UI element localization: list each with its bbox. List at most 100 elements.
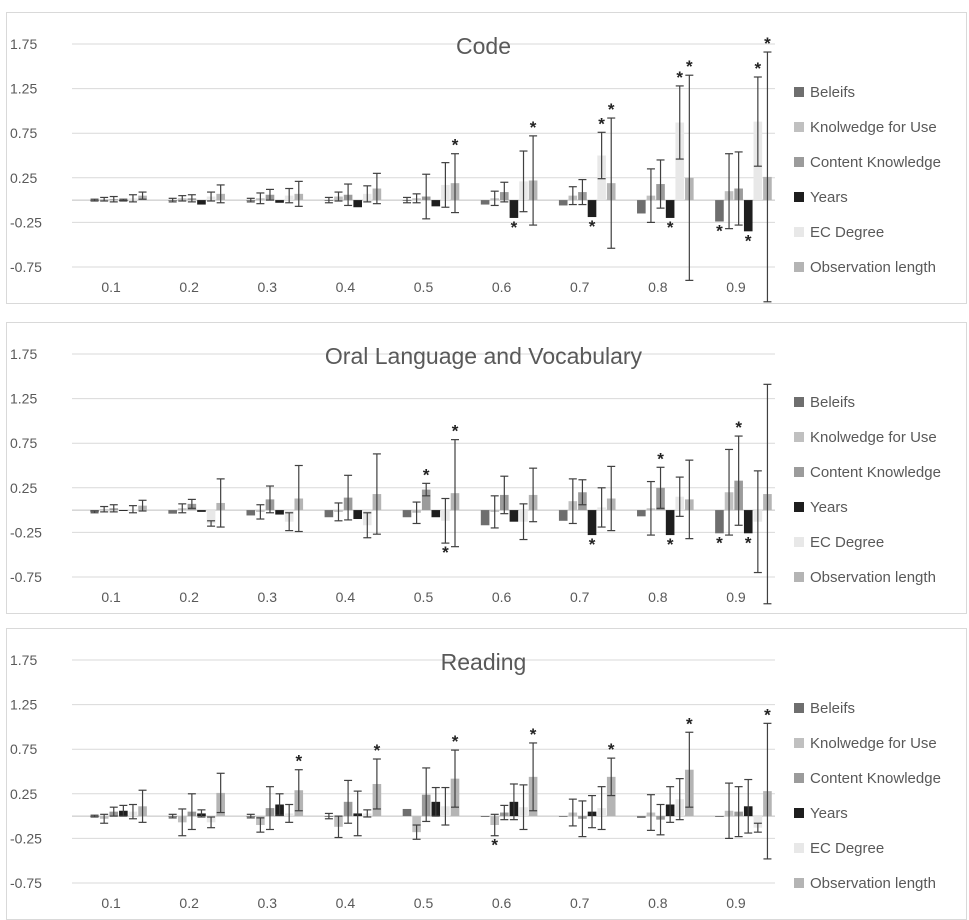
- legend: Beleifs Knolwedge for Use Content Knowledg…: [794, 84, 941, 276]
- bar-beleifs: [480, 816, 490, 817]
- legend-swatch: [794, 738, 804, 748]
- y-tick-label: -0.75: [10, 569, 42, 585]
- panel-border: [6, 12, 967, 304]
- y-tick-label: -0.25: [10, 524, 42, 540]
- chart-panel-1: 1.751.250.750.25-0.25-0.75Code**********…: [6, 12, 967, 304]
- significance-asterisk: *: [608, 740, 615, 759]
- legend-swatch: [794, 262, 804, 272]
- bar-beleifs: [246, 510, 256, 516]
- bar-beleifs: [324, 510, 334, 518]
- y-tick-label: -0.75: [10, 875, 42, 891]
- x-tick-label: 0.1: [101, 895, 121, 911]
- significance-asterisk: *: [530, 725, 537, 744]
- legend-label: EC Degree: [810, 224, 884, 241]
- legend-label: Beleifs: [810, 84, 855, 101]
- bar-years: [431, 200, 441, 207]
- legend: Beleifs Knolwedge for Use Content Knowledg…: [794, 700, 941, 892]
- x-tick-label: 0.3: [258, 589, 278, 605]
- bar-beleifs: [715, 200, 724, 222]
- significance-asterisk: *: [667, 218, 674, 237]
- bar-years: [743, 510, 753, 534]
- bar-beleifs: [637, 816, 646, 818]
- significance-asterisk: *: [295, 752, 302, 771]
- significance-asterisk: *: [423, 465, 430, 484]
- bar-beleifs: [715, 510, 724, 534]
- significance-asterisk: *: [667, 535, 674, 554]
- legend-swatch: [794, 397, 804, 407]
- x-tick-label: 0.9: [726, 589, 746, 605]
- significance-asterisk: *: [716, 222, 723, 241]
- legend-swatch: [794, 572, 804, 582]
- x-tick-label: 0.5: [414, 895, 434, 911]
- legend-label: EC Degree: [810, 534, 884, 551]
- bar-years: [509, 200, 519, 218]
- x-tick-label: 0.6: [492, 279, 512, 295]
- legend-label: Content Knowledge: [810, 770, 941, 787]
- bar-ec-degree: [675, 122, 685, 201]
- significance-asterisk: *: [745, 231, 752, 250]
- bar-beleifs: [637, 200, 646, 214]
- x-axis-ticks: 0.1 0.2 0.3 0.4 0.5 0.6 0.7 0.8 0.9: [101, 895, 746, 911]
- bar-years: [197, 200, 206, 205]
- legend-label: Content Knowledge: [810, 154, 941, 171]
- significance-asterisk: *: [676, 68, 683, 87]
- legend-swatch: [794, 843, 804, 853]
- significance-asterisk: *: [589, 217, 596, 236]
- legend-label: Observation length: [810, 569, 936, 586]
- bar-beleifs: [715, 816, 724, 817]
- bar-beleifs: [558, 816, 568, 817]
- significance-asterisk: *: [452, 422, 459, 441]
- legend-label: Content Knowledge: [810, 464, 941, 481]
- y-axis-ticks: 1.75 1.25 0.75 0.25 -0.25 -0.75: [10, 346, 42, 585]
- x-tick-label: 0.5: [414, 279, 434, 295]
- x-tick-label: 0.1: [101, 279, 121, 295]
- significance-asterisk: *: [452, 732, 459, 751]
- x-tick-label: 0.7: [570, 895, 590, 911]
- bar-beleifs: [402, 808, 412, 817]
- y-tick-label: 1.25: [10, 391, 37, 407]
- significance-asterisk: *: [716, 533, 723, 552]
- significance-markers: * * * * * * * *: [295, 705, 771, 854]
- x-tick-label: 0.6: [492, 895, 512, 911]
- x-tick-label: 0.9: [726, 279, 746, 295]
- grid-lines: [72, 43, 775, 268]
- x-tick-label: 0.7: [570, 279, 590, 295]
- significance-asterisk: *: [598, 114, 605, 133]
- x-tick-label: 0.8: [648, 589, 668, 605]
- y-tick-label: -0.25: [10, 214, 42, 230]
- significance-asterisk: *: [491, 836, 498, 855]
- significance-asterisk: *: [755, 59, 762, 78]
- legend-label: Years: [810, 805, 848, 822]
- y-tick-label: 1.25: [10, 81, 37, 97]
- x-tick-label: 0.3: [258, 279, 278, 295]
- y-tick-label: 1.75: [10, 36, 37, 52]
- significance-asterisk: *: [735, 418, 742, 437]
- x-tick-label: 0.2: [179, 279, 199, 295]
- bar-years: [353, 200, 362, 208]
- legend-swatch: [794, 502, 804, 512]
- bar-years: [509, 510, 519, 522]
- x-tick-label: 0.4: [336, 895, 356, 911]
- grid-lines: [72, 353, 775, 578]
- bar-years: [743, 200, 753, 232]
- y-tick-label: 1.75: [10, 652, 37, 668]
- bar-years: [119, 510, 128, 511]
- significance-asterisk: *: [657, 449, 664, 468]
- legend: Beleifs Knolwedge for Use Content Knowledg…: [794, 394, 941, 586]
- bar-years: [665, 200, 675, 218]
- legend-label: EC Degree: [810, 840, 884, 857]
- legend-swatch: [794, 87, 804, 97]
- legend-swatch: [794, 192, 804, 202]
- significance-asterisk: *: [764, 705, 771, 724]
- significance-asterisk: *: [511, 218, 518, 237]
- bar-beleifs: [480, 510, 490, 526]
- bar-years: [275, 510, 284, 515]
- legend-swatch: [794, 808, 804, 818]
- legend-label: Beleifs: [810, 700, 855, 717]
- error-bars: [90, 722, 772, 860]
- bar-content-knowledge: [421, 489, 431, 511]
- significance-asterisk: *: [452, 136, 459, 155]
- significance-asterisk: *: [589, 535, 596, 554]
- y-tick-label: -0.25: [10, 830, 42, 846]
